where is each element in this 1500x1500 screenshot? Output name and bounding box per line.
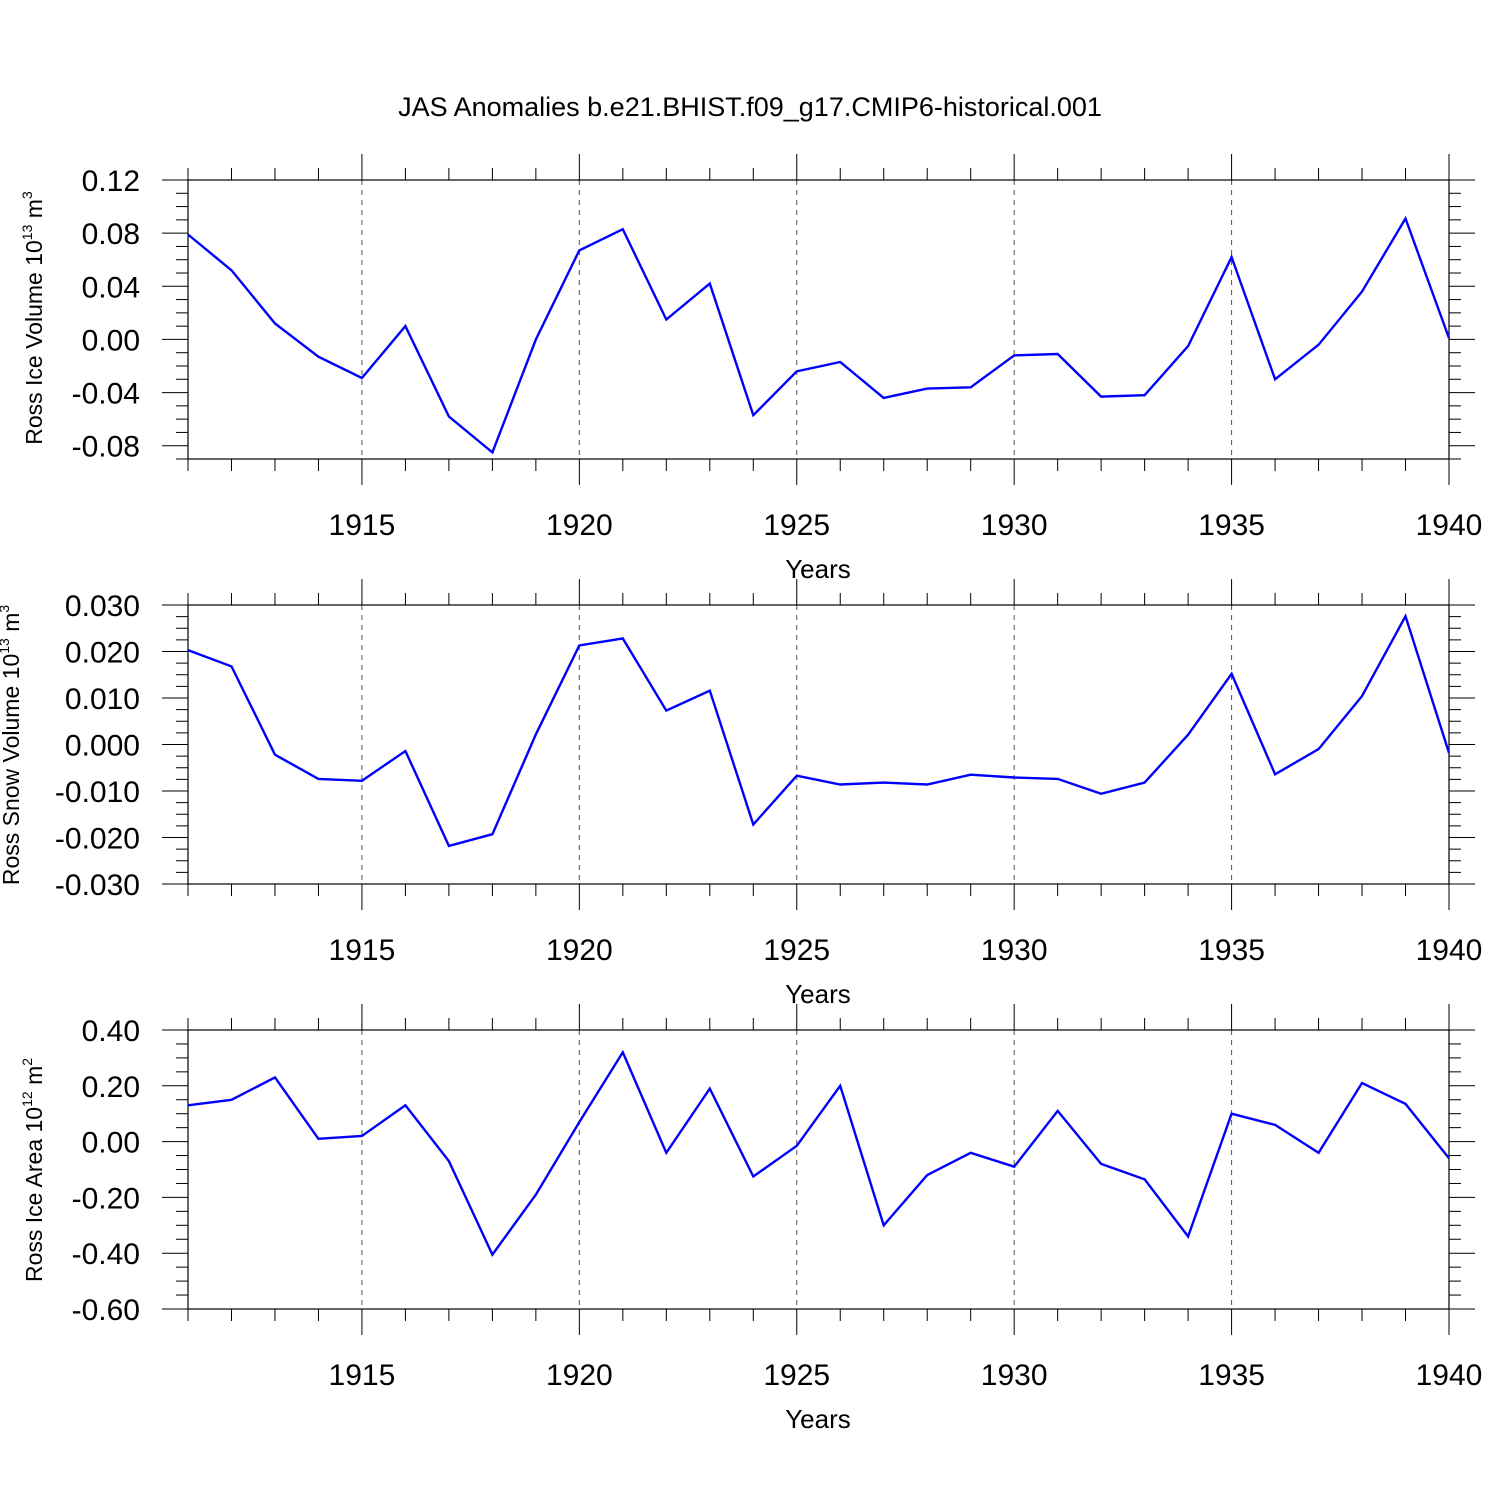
y-tick-label: 0.20	[82, 1071, 140, 1104]
x-tick-label: 1915	[329, 509, 396, 542]
plot-frame	[187, 179, 1450, 460]
ylabel-ice-area: Ross Ice Area 1012 m2	[19, 1058, 47, 1282]
x-tick-label: 1920	[546, 1359, 613, 1392]
ylabel-snow-volume: Ross Snow Volume 1013 m3	[0, 605, 24, 886]
xlabel-snow-volume: Years	[785, 979, 851, 1009]
x-tick-label: 1925	[763, 509, 830, 542]
series-line	[187, 613, 1451, 848]
y-tick-label: 0.010	[65, 683, 140, 716]
series-line	[187, 1049, 1450, 1257]
x-tick-label: 1930	[981, 509, 1048, 542]
figure-title: JAS Anomalies b.e21.BHIST.f09_g17.CMIP6-…	[398, 92, 1102, 122]
x-tick-label: 1940	[1416, 1359, 1483, 1392]
panel-ice-volume: Ross Ice Volume 1013 m3 Years 0.12 0.08 0.…	[19, 154, 1482, 584]
ylabel-ice-volume: Ross Ice Volume 1013 m3	[19, 191, 47, 445]
x-tick-label: 1920	[546, 934, 613, 967]
y-tick-label: -0.20	[72, 1182, 140, 1215]
x-tick-label: 1930	[981, 934, 1048, 967]
plot-frame	[187, 1029, 1450, 1310]
y-tick-label: 0.00	[82, 324, 140, 357]
y-tick-label: -0.60	[72, 1294, 140, 1327]
y-tick-label: 0.020	[65, 637, 140, 670]
series-line	[187, 215, 1451, 455]
x-tick-label: 1915	[329, 1359, 396, 1392]
x-tick-label: 1935	[1198, 934, 1265, 967]
y-tick-label: 0.40	[82, 1015, 140, 1048]
y-tick-label: 0.12	[82, 165, 140, 198]
y-tick-label: -0.40	[72, 1238, 140, 1271]
y-tick-label: -0.08	[72, 431, 140, 464]
y-tick-label: -0.04	[72, 378, 140, 411]
x-tick-label: 1935	[1198, 509, 1265, 542]
plot-frame	[187, 604, 1450, 885]
x-tick-label: 1925	[763, 1359, 830, 1392]
panel-ice-area: Ross Ice Area 1012 m2 Years 0.40 0.20 0.00…	[19, 1004, 1482, 1434]
xlabel-ice-area: Years	[785, 1404, 851, 1434]
x-tick-label: 1935	[1198, 1359, 1265, 1392]
y-tick-label: 0.04	[82, 271, 140, 304]
y-tick-label: 0.00	[82, 1127, 140, 1160]
panel-snow-volume: Ross Snow Volume 1013 m3 Years 0.030 0.02…	[0, 579, 1482, 1009]
y-tick-label: -0.010	[55, 776, 140, 809]
y-tick-label: -0.020	[55, 823, 140, 856]
x-tick-label: 1925	[763, 934, 830, 967]
x-tick-label: 1940	[1416, 509, 1483, 542]
y-tick-label: -0.030	[55, 869, 140, 902]
xlabel-ice-volume: Years	[785, 554, 851, 584]
y-tick-label: 0.08	[82, 218, 140, 251]
y-tick-label: 0.000	[65, 730, 140, 763]
y-tick-label: 0.030	[65, 590, 140, 623]
x-tick-label: 1940	[1416, 934, 1483, 967]
x-tick-label: 1915	[329, 934, 396, 967]
x-tick-label: 1920	[546, 509, 613, 542]
x-tick-label: 1930	[981, 1359, 1048, 1392]
